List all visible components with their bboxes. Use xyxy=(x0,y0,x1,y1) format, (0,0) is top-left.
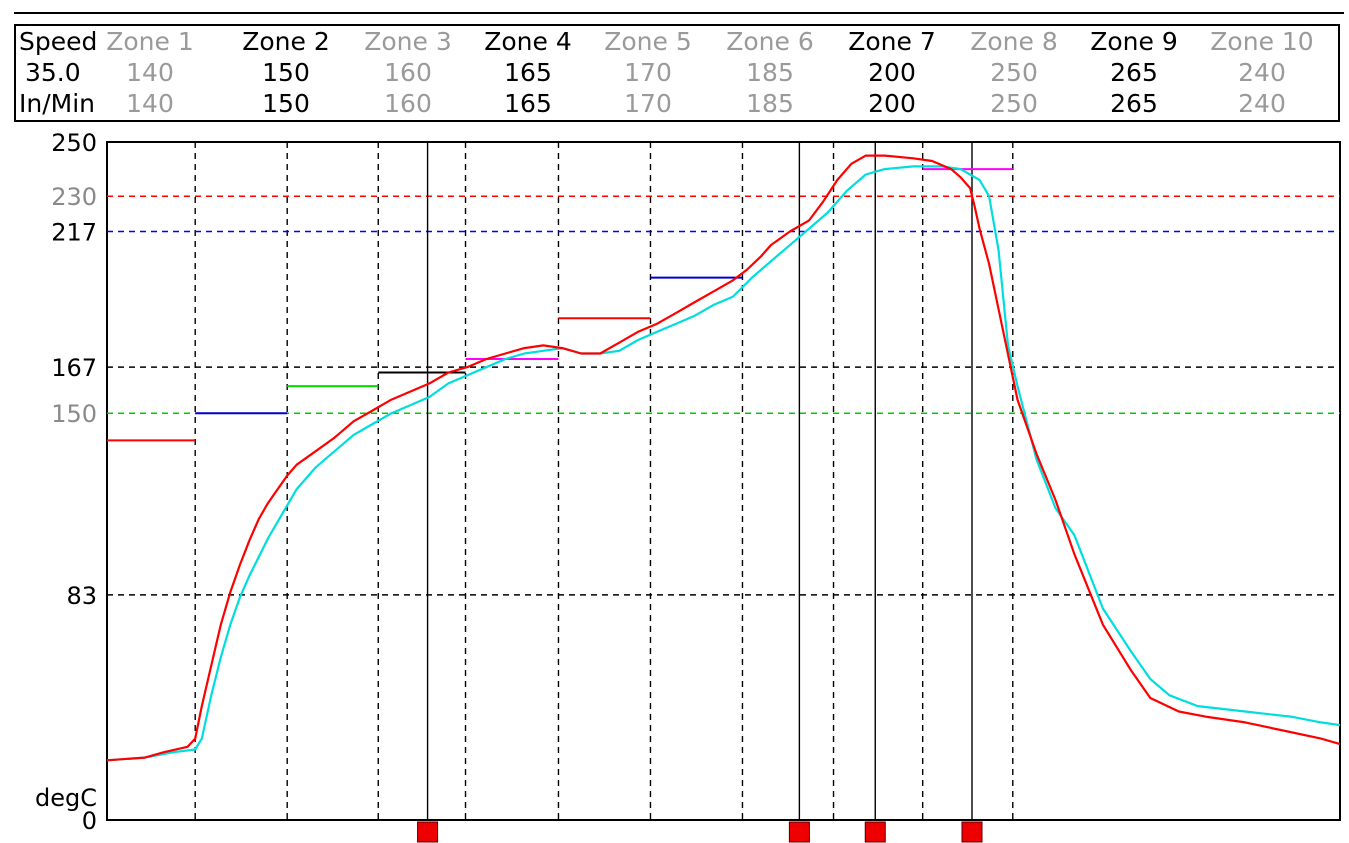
zone-column-6: Zone 6 185 185 xyxy=(710,26,830,119)
y-tick-label-83: 83 xyxy=(66,582,97,610)
zone-8-top-temp: 250 xyxy=(990,58,1038,87)
zone-4-bottom-temp: 165 xyxy=(504,89,552,118)
zone-1-bottom-temp: 140 xyxy=(126,89,174,118)
zone-5-bottom-temp: 170 xyxy=(624,89,672,118)
marker-square-1 xyxy=(417,821,439,843)
zone-8-bottom-temp: 250 xyxy=(990,89,1038,118)
zone-4-label: Zone 4 xyxy=(484,27,572,56)
marker-square-2 xyxy=(788,821,810,843)
top-border-line xyxy=(14,12,1344,14)
zone-2-top-temp: 150 xyxy=(262,58,310,87)
zone-settings-table: Speed 35.0 In/Min Zone 1 140 140 Zone 2 150 1… xyxy=(14,24,1340,122)
zone-column-10: Zone 10 240 240 xyxy=(1202,26,1322,119)
zone-3-label: Zone 3 xyxy=(364,27,452,56)
zone-column-1: Zone 1 140 140 xyxy=(90,26,210,119)
zone-9-label: Zone 9 xyxy=(1090,27,1178,56)
y-tick-label-0: 0 xyxy=(82,807,97,835)
y-tick-label-150: 150 xyxy=(51,400,97,428)
y-axis-unit-label: degC xyxy=(35,784,97,812)
zone-column-5: Zone 5 170 170 xyxy=(588,26,708,119)
zone-4-top-temp: 165 xyxy=(504,58,552,87)
zone-3-top-temp: 160 xyxy=(384,58,432,87)
y-tick-label-230: 230 xyxy=(51,183,97,211)
speed-column: Speed 35.0 In/Min xyxy=(19,26,97,119)
zone-7-label: Zone 7 xyxy=(848,27,936,56)
speed-unit: In/Min xyxy=(19,89,96,118)
zone-6-label: Zone 6 xyxy=(726,27,814,56)
zone-10-top-temp: 240 xyxy=(1238,58,1286,87)
y-tick-label-167: 167 xyxy=(51,354,97,382)
zone-6-top-temp: 185 xyxy=(746,58,794,87)
zone-7-top-temp: 200 xyxy=(868,58,916,87)
zone-column-2: Zone 2 150 150 xyxy=(226,26,346,119)
zone-5-top-temp: 170 xyxy=(624,58,672,87)
series-line-1 xyxy=(106,154,1341,762)
zone-9-top-temp: 265 xyxy=(1110,58,1158,87)
zone-1-label: Zone 1 xyxy=(106,27,194,56)
zone-2-label: Zone 2 xyxy=(242,27,330,56)
zone-column-9: Zone 9 265 265 xyxy=(1074,26,1194,119)
zone-1-top-temp: 140 xyxy=(126,58,174,87)
speed-value: 35.0 xyxy=(25,58,81,87)
zone-10-bottom-temp: 240 xyxy=(1238,89,1286,118)
plot-frame xyxy=(106,141,1341,821)
zone-7-bottom-temp: 200 xyxy=(868,89,916,118)
speed-label: Speed xyxy=(19,27,98,56)
zone-column-7: Zone 7 200 200 xyxy=(832,26,952,119)
zone-9-bottom-temp: 265 xyxy=(1110,89,1158,118)
marker-square-3 xyxy=(864,821,886,843)
y-tick-label-250: 250 xyxy=(51,129,97,157)
zone-column-8: Zone 8 250 250 xyxy=(954,26,1074,119)
zone-column-4: Zone 4 165 165 xyxy=(468,26,588,119)
zone-column-3: Zone 3 160 160 xyxy=(348,26,468,119)
zone-2-bottom-temp: 150 xyxy=(262,89,310,118)
marker-square-4 xyxy=(961,821,983,843)
y-tick-label-217: 217 xyxy=(51,218,97,246)
series-line-2 xyxy=(106,165,1341,762)
zone-10-label: Zone 10 xyxy=(1210,27,1314,56)
zone-8-label: Zone 8 xyxy=(970,27,1058,56)
zone-5-label: Zone 5 xyxy=(604,27,692,56)
zone-3-bottom-temp: 160 xyxy=(384,89,432,118)
zone-6-bottom-temp: 185 xyxy=(746,89,794,118)
